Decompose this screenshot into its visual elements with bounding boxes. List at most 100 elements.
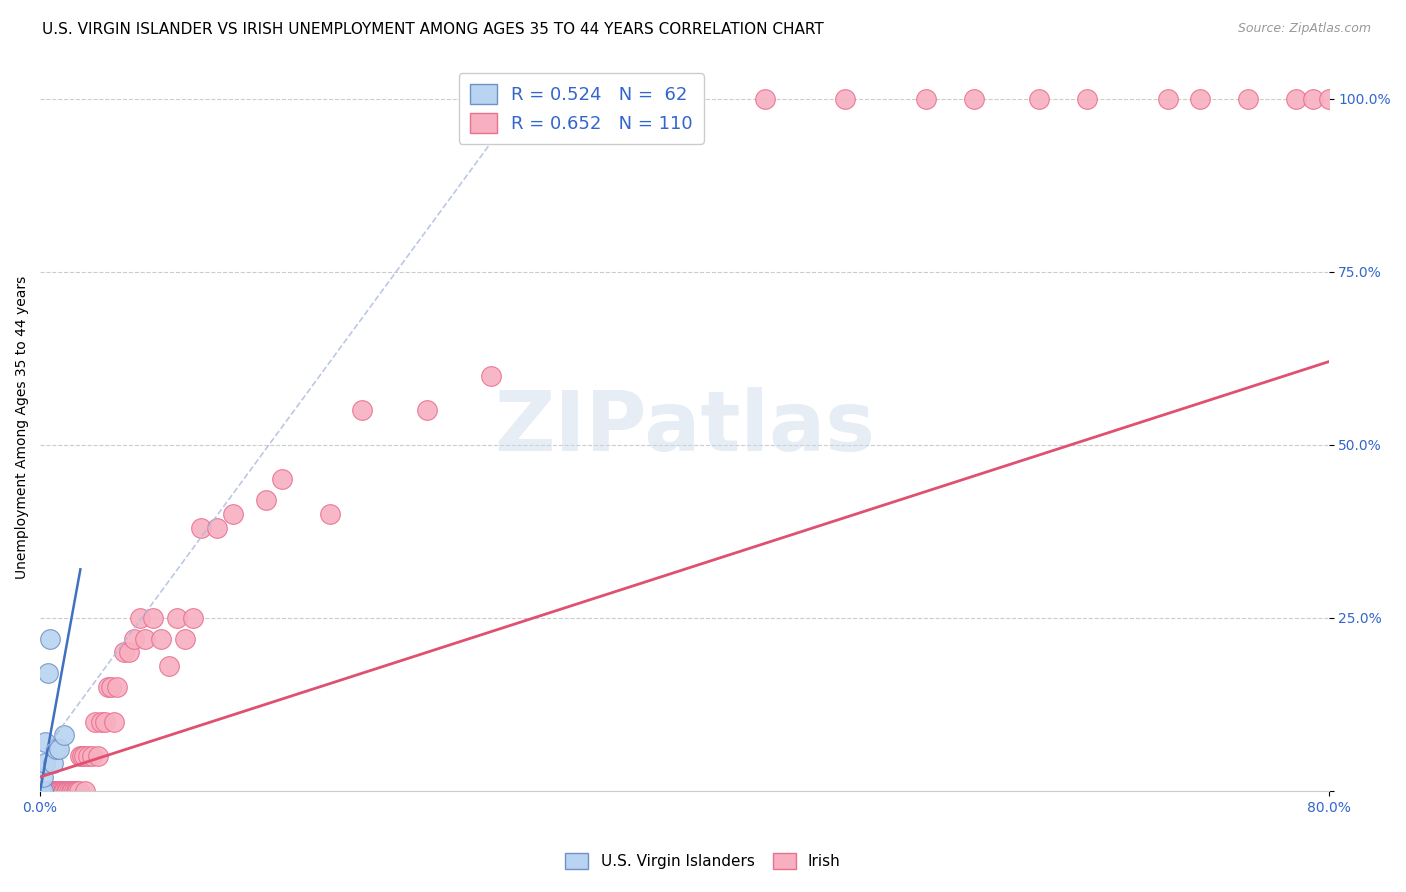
Point <box>41 784 63 798</box>
Point <box>30 784 52 798</box>
Point <box>1188 92 1211 106</box>
Point <box>32 784 55 798</box>
Point <box>80 749 103 764</box>
Point <box>1156 92 1178 106</box>
Point <box>53 784 76 798</box>
Point <box>46 784 69 798</box>
Point <box>34 784 56 798</box>
Point <box>42 756 65 771</box>
Point <box>30 784 52 798</box>
Point <box>30 784 52 798</box>
Point <box>166 611 188 625</box>
Point <box>48 784 70 798</box>
Point <box>30 784 52 798</box>
Point <box>30 784 52 798</box>
Point <box>30 784 52 798</box>
Point <box>112 645 135 659</box>
Point <box>30 784 52 798</box>
Point <box>30 784 52 798</box>
Point <box>30 784 52 798</box>
Point <box>37 784 59 798</box>
Point <box>30 784 52 798</box>
Point <box>30 784 52 798</box>
Point <box>30 784 52 798</box>
Point <box>30 784 52 798</box>
Point <box>207 521 229 535</box>
Point <box>30 784 52 798</box>
Point <box>512 92 534 106</box>
Point <box>30 784 52 798</box>
Point <box>30 784 52 798</box>
Point <box>30 784 52 798</box>
Point <box>37 784 59 798</box>
Point <box>915 92 938 106</box>
Point <box>44 784 66 798</box>
Point <box>69 749 91 764</box>
Point <box>97 680 120 694</box>
Point <box>254 493 277 508</box>
Point <box>30 784 52 798</box>
Point <box>30 784 52 798</box>
Point <box>754 92 776 106</box>
Point <box>30 784 52 798</box>
Point <box>129 611 152 625</box>
Point <box>30 784 52 798</box>
Point <box>44 784 66 798</box>
Point <box>52 784 75 798</box>
Point <box>56 784 79 798</box>
Point <box>30 784 52 798</box>
Point <box>103 714 125 729</box>
Point <box>38 784 60 798</box>
Point <box>30 784 52 798</box>
Point <box>58 784 80 798</box>
Legend: U.S. Virgin Islanders, Irish: U.S. Virgin Islanders, Irish <box>560 847 846 875</box>
Point <box>30 784 52 798</box>
Point <box>30 784 52 798</box>
Point <box>30 784 52 798</box>
Point <box>1076 92 1098 106</box>
Point <box>90 714 112 729</box>
Point <box>30 784 52 798</box>
Point <box>30 784 52 798</box>
Point <box>415 403 437 417</box>
Point <box>30 784 52 798</box>
Point <box>77 749 100 764</box>
Point <box>52 784 75 798</box>
Text: U.S. VIRGIN ISLANDER VS IRISH UNEMPLOYMENT AMONG AGES 35 TO 44 YEARS CORRELATION: U.S. VIRGIN ISLANDER VS IRISH UNEMPLOYME… <box>42 22 824 37</box>
Point <box>34 784 56 798</box>
Point <box>352 403 374 417</box>
Point <box>48 742 70 756</box>
Point <box>53 784 76 798</box>
Point <box>30 784 52 798</box>
Point <box>592 92 614 106</box>
Point <box>479 368 502 383</box>
Point <box>30 784 52 798</box>
Point <box>32 784 55 798</box>
Point <box>142 611 165 625</box>
Point <box>41 784 63 798</box>
Point <box>30 784 52 798</box>
Point <box>30 784 52 798</box>
Point <box>38 632 60 646</box>
Point <box>46 784 69 798</box>
Point <box>93 714 115 729</box>
Point <box>30 784 52 798</box>
Point <box>75 784 97 798</box>
Y-axis label: Unemployment Among Ages 35 to 44 years: Unemployment Among Ages 35 to 44 years <box>15 276 30 579</box>
Point <box>49 784 72 798</box>
Point <box>30 784 52 798</box>
Point <box>30 784 52 798</box>
Point <box>30 784 52 798</box>
Point <box>65 784 87 798</box>
Point <box>30 784 52 798</box>
Point <box>30 784 52 798</box>
Point <box>1237 92 1260 106</box>
Point <box>32 784 55 798</box>
Point <box>30 784 52 798</box>
Point <box>157 659 180 673</box>
Point <box>30 784 52 798</box>
Point <box>87 749 110 764</box>
Point <box>42 784 65 798</box>
Point <box>107 680 129 694</box>
Point <box>45 784 67 798</box>
